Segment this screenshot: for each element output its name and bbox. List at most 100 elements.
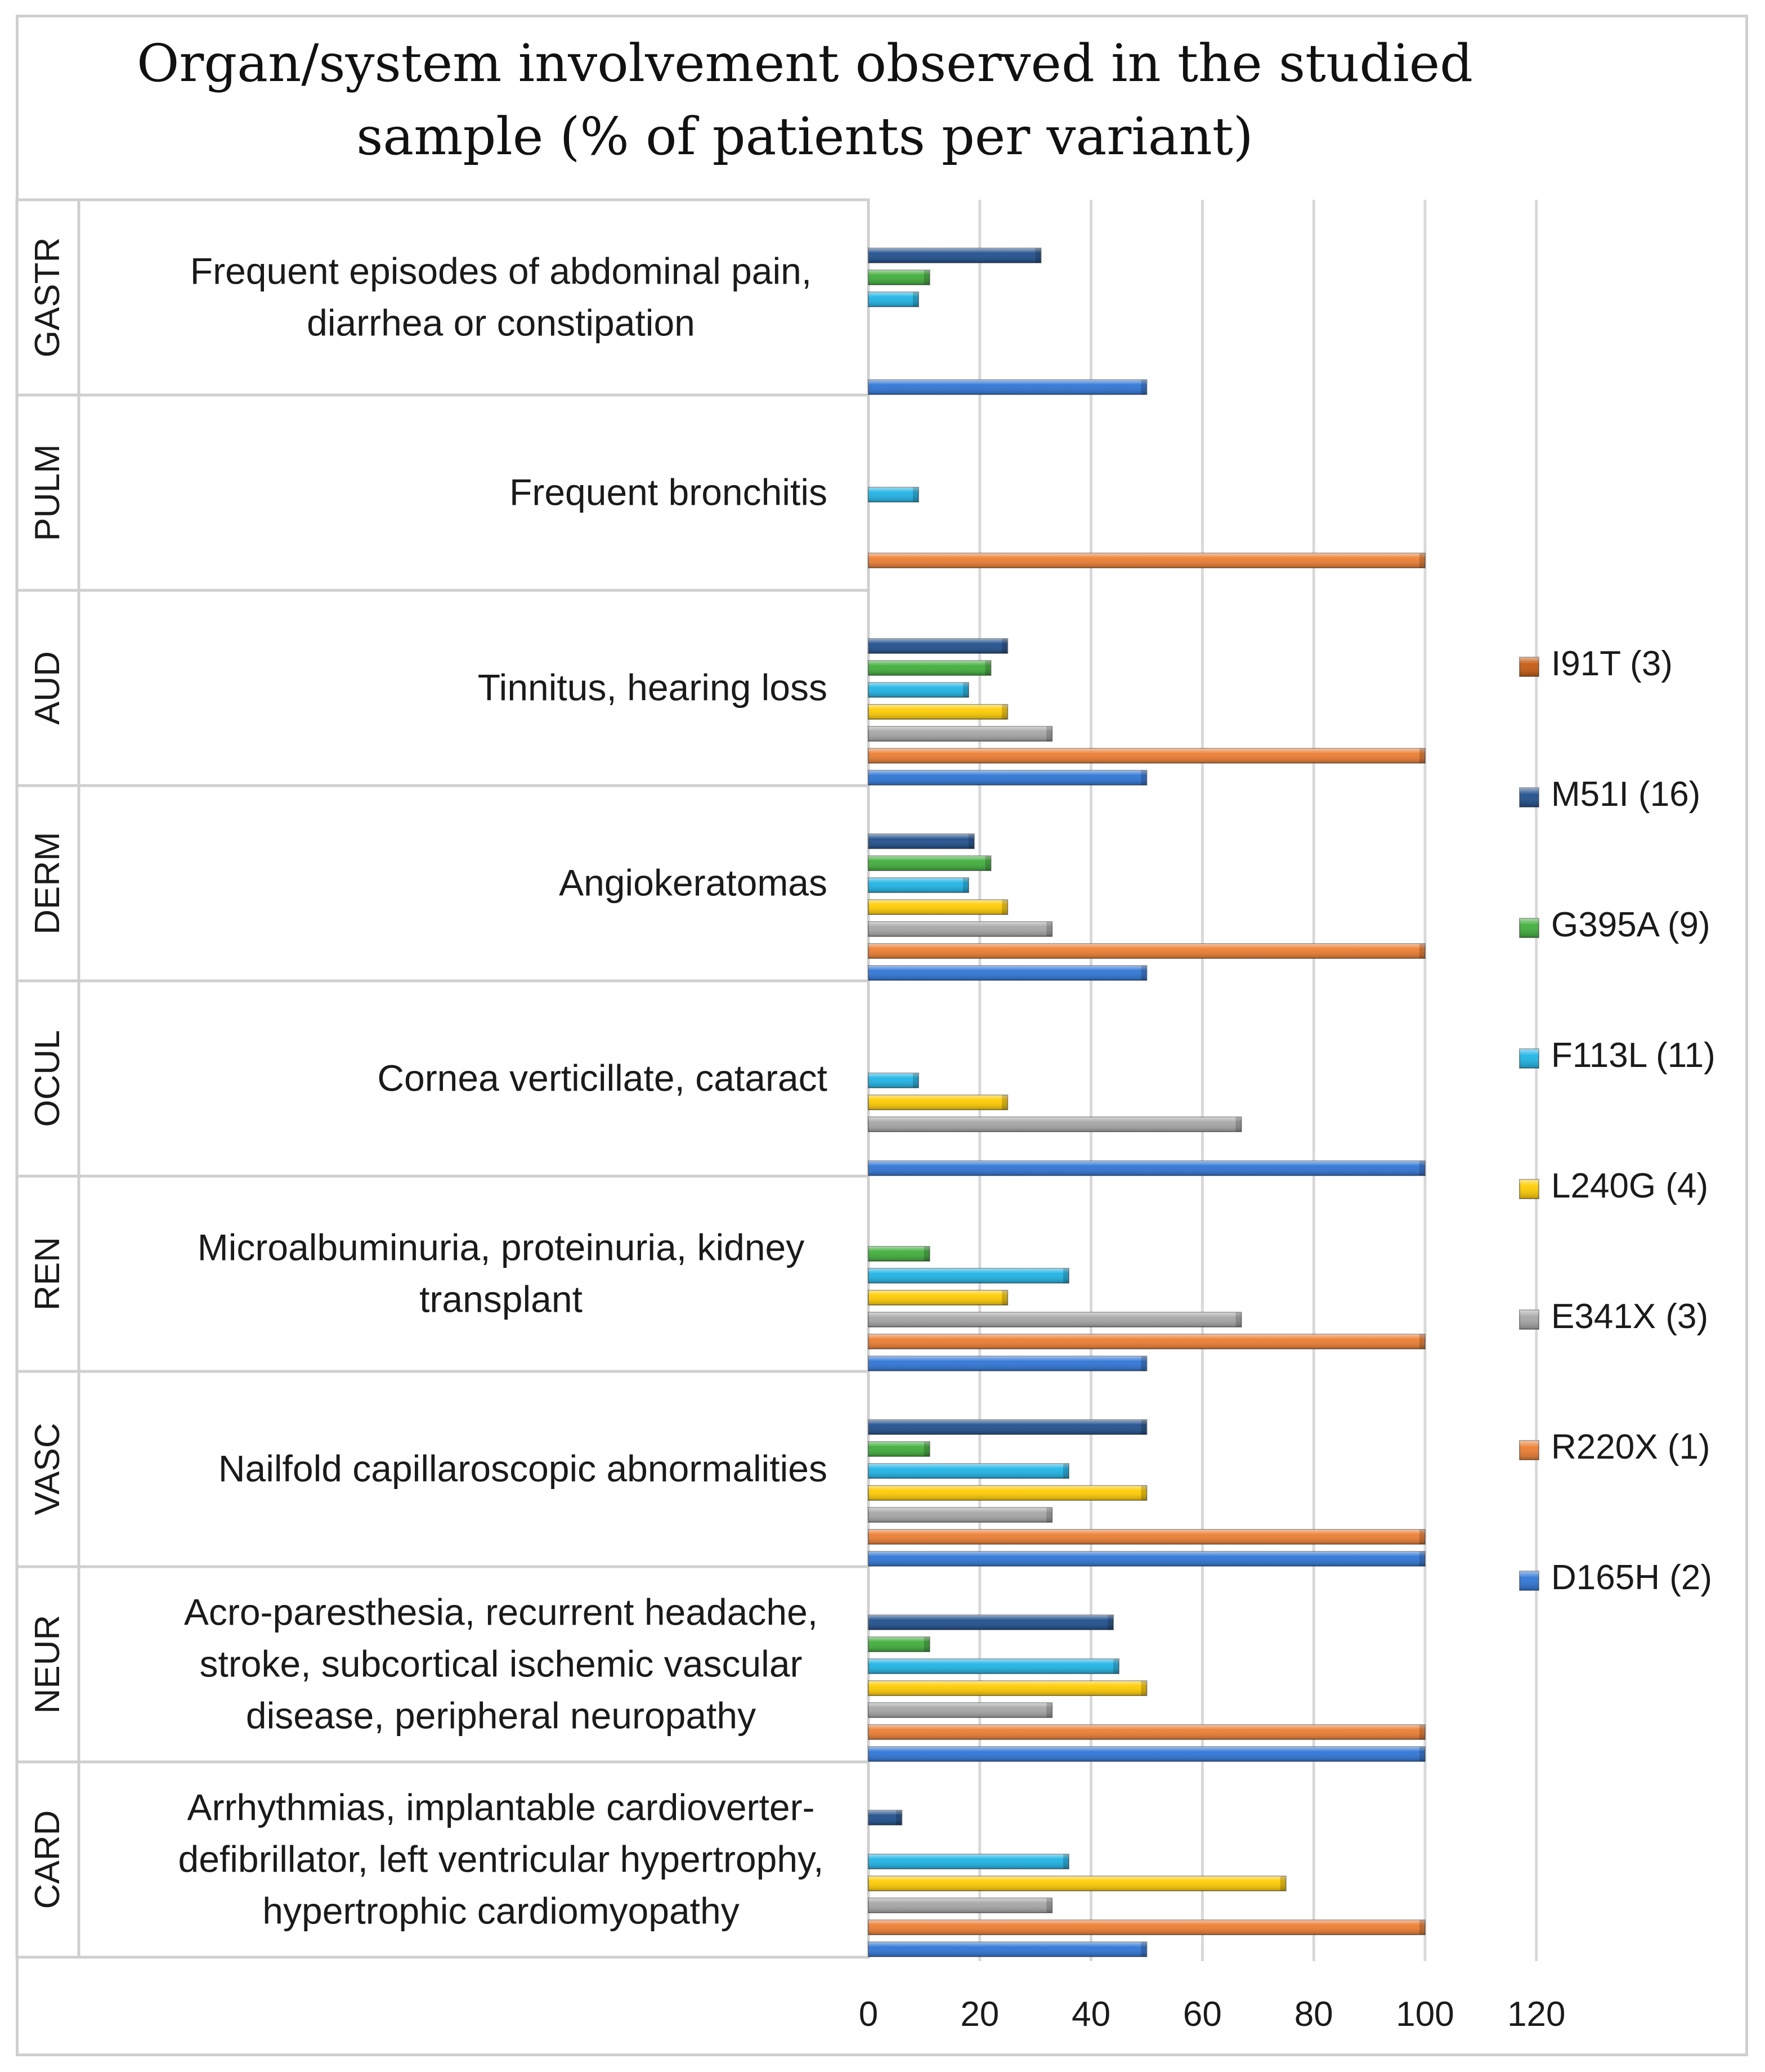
legend-item: M51I (16) (1519, 775, 1700, 814)
bar-end-cap (1419, 1920, 1425, 1935)
bar (868, 1116, 1242, 1132)
grid-lines (978, 200, 1538, 1961)
system-label: AUD (28, 651, 67, 725)
bar (868, 1898, 1053, 1913)
bar-end-cap (1419, 1161, 1425, 1176)
bar-shine (868, 878, 969, 893)
chart-title: Organ/system involvement observed in the… (84, 27, 1525, 173)
bar-end-cap (1046, 1703, 1052, 1717)
legend-item: E341X (3) (1519, 1297, 1708, 1336)
legend-swatch-shine (1520, 1049, 1539, 1068)
bar (868, 1746, 1426, 1762)
legend-swatch-shine (1520, 1571, 1539, 1590)
category-row: CARD Arrhythmias, implantable cardioverte… (15, 1760, 870, 1959)
bar-shine (868, 834, 974, 849)
bar-end-cap (1141, 380, 1147, 394)
bar-end-cap (924, 1637, 930, 1652)
bar-end-cap (1002, 639, 1008, 653)
legend-label: F113L (11) (1551, 1036, 1715, 1075)
category-label-line: Nailfold capillaroscopic abnormalities (218, 1448, 827, 1490)
system-label: VASC (28, 1423, 67, 1515)
system-label: PULM (28, 444, 67, 541)
bar-shine (868, 1095, 1008, 1110)
category-row-box (15, 979, 870, 1178)
bar-end-cap (913, 487, 919, 502)
bar-shine (868, 1442, 930, 1456)
bar (868, 899, 1009, 915)
bar-shine (868, 900, 1008, 914)
bar-shine (868, 1920, 1425, 1935)
bar-end-cap (963, 878, 969, 893)
bar-end-cap (1046, 922, 1052, 936)
legend-item: R220X (1) (1519, 1428, 1710, 1466)
bar-end-cap (1046, 1898, 1052, 1913)
bar-end-cap (1002, 1290, 1008, 1305)
bar-shine (868, 1073, 919, 1088)
legend-item: F113L (11) (1519, 1036, 1715, 1075)
x-axis-ticks: 0 20 40 60 80 100 120 (859, 1995, 1566, 2034)
bar-shine (868, 661, 991, 675)
category-label-line: Microalbuminuria, proteinuria, kidney (198, 1227, 805, 1268)
bar (868, 1529, 1426, 1545)
bar-end-cap (924, 1442, 930, 1456)
category-label-line: transplant (419, 1279, 583, 1320)
bar-shine (868, 922, 1052, 936)
bar-end-cap (924, 270, 930, 285)
x-tick-label: 80 (1294, 1995, 1333, 2034)
bar (868, 1919, 1426, 1935)
bar-end-cap (1419, 553, 1425, 568)
bar-shine (868, 726, 1052, 741)
category-row-box (15, 1760, 870, 1959)
bar-shine (868, 1334, 1425, 1349)
bar (868, 1636, 930, 1652)
legend-label: R220X (1) (1551, 1428, 1710, 1466)
bar-shine (868, 270, 930, 285)
bar (868, 1095, 1009, 1110)
bar (868, 1680, 1148, 1696)
bar-end-cap (1063, 1268, 1069, 1283)
system-label: DERM (28, 832, 67, 935)
bar-shine (868, 380, 1147, 394)
bar-shine (868, 1117, 1242, 1132)
legend-item: L240G (4) (1519, 1167, 1708, 1205)
bar-shine (868, 1420, 1147, 1434)
bar-end-cap (1419, 1725, 1425, 1739)
legend-swatch-shine (1520, 1441, 1539, 1460)
bar-end-cap (1419, 1551, 1425, 1566)
bar-shine (868, 966, 1147, 980)
bar-end-cap (1113, 1659, 1119, 1674)
bar-shine (868, 683, 969, 697)
bar-shine (868, 1703, 1052, 1717)
bar-end-cap (1002, 1095, 1008, 1110)
bar (868, 270, 930, 285)
category-row-box (15, 1174, 870, 1373)
category-label-line: defibrillator, left ventricular hypertro… (178, 1838, 824, 1880)
bar-end-cap (1035, 248, 1041, 263)
category-label-line: Angiokeratomas (559, 862, 827, 904)
category-row-box (15, 1565, 870, 1764)
system-label: CARD (28, 1810, 67, 1909)
bar-end-cap (1235, 1117, 1242, 1132)
system-label: REN (28, 1237, 67, 1311)
bar (868, 965, 1148, 981)
bar (868, 1463, 1070, 1479)
category-label-line: Arrhythmias, implantable cardioverter- (187, 1787, 814, 1828)
bar (868, 682, 970, 698)
category-label-line: Acro-paresthesia, recurrent headache, (184, 1591, 818, 1633)
bar-shine (868, 1725, 1425, 1739)
legend-label: G395A (9) (1551, 905, 1710, 944)
legend-label: L240G (4) (1551, 1167, 1708, 1205)
category-row-box (15, 393, 870, 592)
bar-end-cap (985, 661, 991, 675)
bar-shine (868, 1161, 1425, 1176)
bar (868, 726, 1053, 742)
bar (868, 291, 920, 307)
category-row: NEUR Acro-paresthesia, recurrent headache… (15, 1565, 870, 1764)
bar (868, 1724, 1426, 1740)
category-row: AUD Tinnitus, hearing loss (15, 589, 870, 787)
bar-shine (868, 1942, 1147, 1957)
bar-shine (868, 292, 919, 307)
bar-shine (868, 553, 1425, 568)
bar-end-cap (1280, 1876, 1286, 1891)
bar-end-cap (1046, 726, 1052, 741)
